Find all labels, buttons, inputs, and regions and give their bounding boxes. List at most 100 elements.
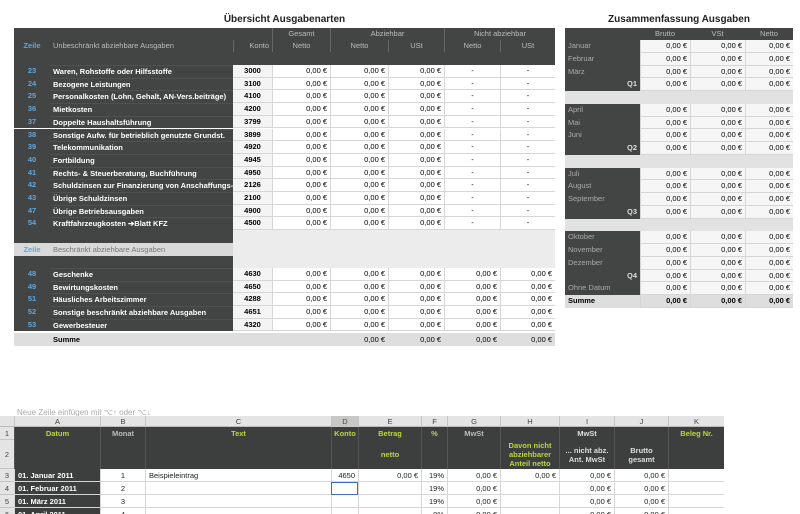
row-number[interactable]: 5 xyxy=(0,495,14,508)
cell[interactable]: 0% xyxy=(421,508,447,514)
cell[interactable]: 19% xyxy=(421,469,447,482)
cell[interactable]: 0,00 € xyxy=(614,469,668,482)
amount: 0,00 € xyxy=(690,256,745,270)
cell[interactable] xyxy=(331,495,358,508)
cell[interactable] xyxy=(500,482,559,495)
row-number: 40 xyxy=(14,153,50,167)
cell[interactable] xyxy=(358,482,421,495)
column-letter[interactable]: F xyxy=(421,416,447,427)
amount: 0,00 € xyxy=(272,204,330,218)
row-label: Dezember xyxy=(565,256,640,270)
column-letter[interactable]: B xyxy=(100,416,145,427)
cell[interactable]: 0,00 € xyxy=(614,508,668,514)
amount: 0,00 € xyxy=(388,204,444,218)
cell[interactable]: 0,00 € xyxy=(559,482,614,495)
column-letter[interactable]: K xyxy=(668,416,724,427)
amount: 0,00 € xyxy=(388,141,444,154)
row-number[interactable]: 4 xyxy=(0,482,14,495)
row-number: 53 xyxy=(14,318,50,332)
cell[interactable]: 0,00 € xyxy=(559,495,614,508)
cell[interactable]: 0,00 € xyxy=(500,469,559,482)
column-letter[interactable]: J xyxy=(614,416,668,427)
column-header xyxy=(500,427,559,440)
amount: 0,00 € xyxy=(745,142,793,155)
amount: 0,00 € xyxy=(272,306,330,319)
date-cell[interactable]: 01. Februar 2011 xyxy=(14,482,100,495)
cell[interactable] xyxy=(145,482,331,495)
cell[interactable] xyxy=(500,508,559,514)
row-label: Gewerbesteuer xyxy=(50,318,233,332)
cell[interactable]: 0,00 € xyxy=(447,482,500,495)
amount: - xyxy=(500,204,555,218)
amount: 0,00 € xyxy=(500,318,555,332)
row-label: Fortbildung xyxy=(50,153,233,167)
amount: 0,00 € xyxy=(388,179,444,192)
cell[interactable]: 0,00 € xyxy=(614,495,668,508)
date-cell[interactable]: 01. März 2011 xyxy=(14,495,100,508)
row-label: Bezogene Leistungen xyxy=(50,77,233,91)
column-header: USt xyxy=(500,40,555,52)
amount: 0,00 € xyxy=(745,78,793,91)
column-letter[interactable]: E xyxy=(358,416,421,427)
cell[interactable]: 0,00 € xyxy=(447,495,500,508)
cell[interactable]: 2 xyxy=(100,482,145,495)
amount: 0,00 € xyxy=(272,166,330,180)
row-number[interactable]: 3 xyxy=(0,469,14,482)
amount: 0,00 € xyxy=(745,40,793,53)
cell[interactable]: 0,00 € xyxy=(358,469,421,482)
date-cell[interactable]: 01. April 2011 xyxy=(14,508,100,514)
date-cell[interactable]: 01. Januar 2011 xyxy=(14,469,100,482)
cell[interactable]: 3 xyxy=(100,495,145,508)
amount: 0,00 € xyxy=(745,65,793,79)
cell[interactable]: Beispieleintrag xyxy=(145,469,331,482)
cell[interactable] xyxy=(668,469,724,482)
column-letter[interactable]: I xyxy=(559,416,614,427)
amount: - xyxy=(444,192,500,205)
row-number[interactable]: 1 xyxy=(0,427,14,440)
amount: 0,00 € xyxy=(690,65,745,79)
cell[interactable]: 0,00 € xyxy=(559,469,614,482)
cell[interactable] xyxy=(145,495,331,508)
cell[interactable] xyxy=(668,495,724,508)
row-number: 52 xyxy=(14,306,50,319)
amount: 0,00 € xyxy=(330,280,388,294)
cell[interactable] xyxy=(358,495,421,508)
row-number: 48 xyxy=(14,268,50,281)
cell[interactable] xyxy=(668,508,724,514)
cell[interactable] xyxy=(145,508,331,514)
cell[interactable]: 19% xyxy=(421,495,447,508)
column-letter[interactable]: C xyxy=(145,416,331,427)
sum-value: 0,00 € xyxy=(364,335,385,344)
column-header: Monat xyxy=(100,427,145,440)
amount: 0,00 € xyxy=(640,167,690,181)
amount: 0,00 € xyxy=(690,40,745,53)
row-number[interactable]: 6 xyxy=(0,508,14,514)
cell[interactable] xyxy=(358,508,421,514)
amount: - xyxy=(500,141,555,154)
column-letter[interactable]: G xyxy=(447,416,500,427)
cell[interactable]: 1 xyxy=(100,469,145,482)
column-letter[interactable]: H xyxy=(500,416,559,427)
cell[interactable] xyxy=(668,482,724,495)
amount: 0,00 € xyxy=(388,128,444,142)
column-letter[interactable]: A xyxy=(14,416,100,427)
cell[interactable]: 4 xyxy=(100,508,145,514)
cell[interactable] xyxy=(331,508,358,514)
cell[interactable] xyxy=(331,482,358,495)
cell[interactable]: 19% xyxy=(421,482,447,495)
row-label: Doppelte Haushaltsführung xyxy=(50,115,233,129)
cell[interactable] xyxy=(500,495,559,508)
column-letter[interactable]: D xyxy=(331,416,358,427)
cell[interactable]: 0,00 € xyxy=(447,508,500,514)
amount: 0,00 € xyxy=(640,65,690,79)
cell[interactable]: 4650 xyxy=(331,469,358,482)
cell[interactable]: 0,00 € xyxy=(559,508,614,514)
cell[interactable]: 0,00 € xyxy=(447,469,500,482)
amount: 0,00 € xyxy=(388,115,444,129)
cell[interactable]: 0,00 € xyxy=(614,482,668,495)
amount: 0,00 € xyxy=(388,306,444,319)
amount: 0,00 € xyxy=(444,268,500,281)
row-label: Personalkosten (Lohn, Gehalt, AN-Vers.be… xyxy=(50,90,233,104)
row-label: Sonstige beschränkt abziehbare Ausgaben xyxy=(50,306,233,319)
row-number[interactable]: 2 xyxy=(0,440,14,469)
